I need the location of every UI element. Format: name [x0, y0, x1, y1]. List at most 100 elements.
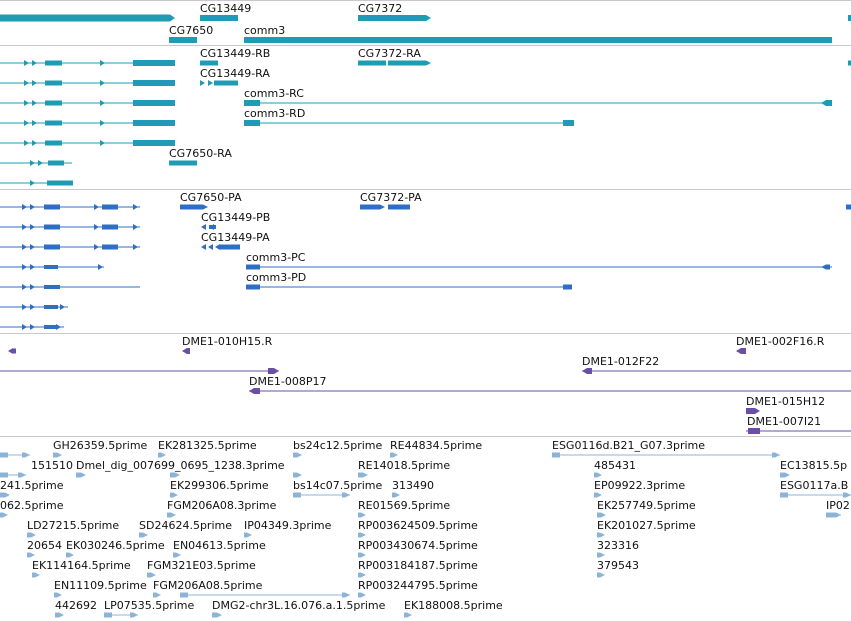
est-block[interactable]	[826, 512, 834, 518]
est-block[interactable]	[54, 592, 62, 598]
feature-exon-block[interactable]	[209, 225, 216, 229]
feature-end-arrow[interactable]	[746, 408, 760, 414]
feature-exon-block[interactable]	[358, 60, 386, 66]
protein-label[interactable]: CG7650-PA	[180, 191, 242, 204]
est-label[interactable]: 379543	[597, 559, 639, 572]
est-block[interactable]	[0, 492, 10, 498]
est-label[interactable]: EK030246.5prime	[66, 539, 165, 552]
est-label[interactable]: SD24624.5prime	[139, 519, 232, 532]
est-block[interactable]	[22, 452, 30, 458]
est-label[interactable]: 151510	[31, 459, 73, 472]
est-block[interactable]	[594, 472, 602, 478]
feature-exon-block[interactable]	[848, 60, 851, 66]
feature-end-arrow[interactable]	[821, 264, 830, 270]
est-block[interactable]	[597, 552, 605, 558]
protein-label[interactable]: CG13449-PB	[201, 211, 270, 224]
feature-exon-block[interactable]	[44, 285, 60, 289]
gene-label[interactable]: comm3	[244, 24, 285, 37]
est-block[interactable]	[358, 572, 366, 578]
est-block[interactable]	[293, 492, 301, 498]
strand-chevron[interactable]	[30, 324, 35, 330]
transcript-label[interactable]: CG13449-RB	[200, 47, 270, 60]
est-label[interactable]: bs14c07.5prime	[293, 479, 383, 492]
est-block[interactable]	[76, 472, 86, 478]
clone-label[interactable]: DME1-010H15.R	[182, 335, 273, 348]
feature-exon-block[interactable]	[244, 100, 260, 106]
feature-exon-block[interactable]	[44, 204, 60, 210]
est-block[interactable]	[158, 452, 166, 458]
est-block[interactable]	[597, 532, 605, 538]
est-block[interactable]	[342, 592, 350, 598]
est-block[interactable]	[594, 492, 602, 498]
feature-exon-block[interactable]	[44, 244, 60, 250]
feature-exon-block[interactable]	[44, 325, 58, 329]
est-label[interactable]: RE14018.5prime	[358, 459, 450, 472]
est-block[interactable]	[358, 552, 366, 558]
est-block[interactable]	[833, 512, 841, 518]
transcript-label[interactable]: comm3-RC	[244, 87, 304, 100]
track-transcripts[interactable]: CG13449-RB CG7372-RA CG13449-RA comm3-RC…	[169, 47, 421, 160]
feature-exon-block[interactable]	[44, 224, 60, 230]
strand-chevron[interactable]	[22, 304, 27, 310]
feature-end-arrow[interactable]	[180, 204, 208, 210]
est-label[interactable]: EN04613.5prime	[173, 539, 266, 552]
est-label[interactable]: 062.5prime	[0, 499, 64, 512]
feature-exon-block[interactable]	[244, 120, 260, 126]
est-label[interactable]: Dmel_dig_007699_0695_1238.3prime	[76, 459, 285, 472]
clone-label[interactable]: DME1-008P17	[249, 375, 327, 388]
strand-chevron[interactable]	[30, 244, 35, 250]
gene-label[interactable]: CG7650	[169, 24, 213, 37]
est-label[interactable]: ESG0116d.B21_G07.3prime	[552, 439, 705, 452]
est-block[interactable]	[167, 512, 176, 518]
feature-end-arrow[interactable]	[388, 60, 431, 66]
protein-label[interactable]: CG13449-PA	[201, 231, 270, 244]
est-block[interactable]	[780, 472, 790, 478]
est-block[interactable]	[772, 452, 780, 458]
transcript-label[interactable]: CG7650-RA	[169, 147, 232, 160]
gene-block[interactable]	[169, 37, 197, 43]
feature-exon-block[interactable]	[246, 284, 260, 290]
strand-chevron[interactable]	[208, 80, 213, 86]
gene-block[interactable]	[200, 15, 238, 21]
est-label[interactable]: 313490	[392, 479, 434, 492]
est-block[interactable]	[153, 592, 161, 598]
est-block[interactable]	[180, 592, 188, 598]
est-label[interactable]: FGM206A08.3prime	[167, 499, 277, 512]
strand-chevron[interactable]	[24, 100, 29, 106]
clone-label[interactable]: DME1-015H12	[746, 395, 825, 408]
feature-exon-block[interactable]	[846, 204, 851, 210]
clone-label[interactable]: DME1-007I21	[747, 415, 821, 428]
strand-chevron[interactable]	[8, 348, 13, 354]
strand-chevron[interactable]	[30, 180, 35, 186]
est-block[interactable]	[18, 472, 26, 478]
feature-exon-block[interactable]	[102, 204, 118, 210]
est-label[interactable]: FGM206A08.5prime	[153, 579, 263, 592]
strand-chevron[interactable]	[100, 100, 105, 106]
protein-label[interactable]: comm3-PC	[246, 251, 306, 264]
feature-end-arrow[interactable]	[249, 388, 260, 394]
est-label[interactable]: 20654	[27, 539, 62, 552]
strand-chevron[interactable]	[60, 304, 65, 310]
feature-exon-block[interactable]	[102, 224, 118, 230]
est-block[interactable]	[780, 492, 788, 498]
est-block[interactable]	[130, 612, 138, 618]
feature-exon-block[interactable]	[44, 265, 58, 269]
gene-label[interactable]: CG7372	[358, 2, 402, 15]
est-block[interactable]	[0, 472, 8, 478]
strand-chevron[interactable]	[201, 244, 206, 250]
strand-chevron[interactable]	[24, 120, 29, 126]
est-block[interactable]	[404, 612, 412, 618]
feature-end-arrow[interactable]	[268, 368, 279, 374]
est-label[interactable]: GH26359.5prime	[53, 439, 148, 452]
strand-chevron[interactable]	[32, 100, 37, 106]
est-block[interactable]	[212, 612, 222, 618]
est-block[interactable]	[597, 572, 605, 578]
feature-exon-block[interactable]	[214, 80, 238, 86]
strand-chevron[interactable]	[200, 80, 205, 86]
strand-chevron[interactable]	[24, 140, 29, 146]
est-label[interactable]: 485431	[594, 459, 636, 472]
protein-label[interactable]: comm3-PD	[246, 271, 306, 284]
est-label[interactable]: 241.5prime	[0, 479, 64, 492]
